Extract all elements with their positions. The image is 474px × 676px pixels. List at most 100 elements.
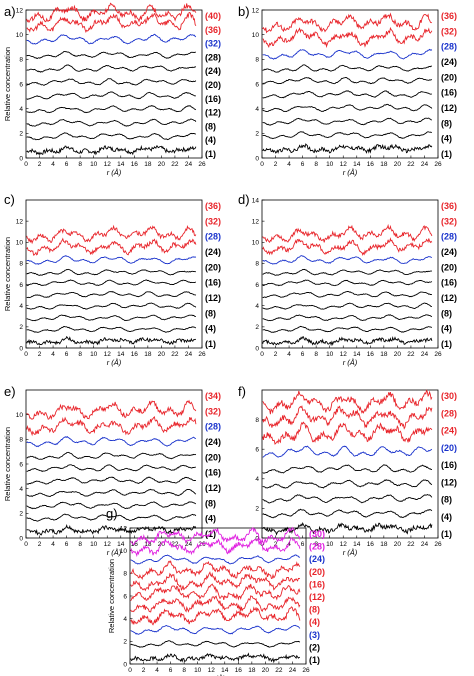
series-label: (36) xyxy=(205,25,221,35)
panel-letter: a) xyxy=(4,4,16,19)
series-line xyxy=(26,335,196,346)
series-line xyxy=(262,290,433,299)
series-line xyxy=(130,595,301,613)
series-line xyxy=(26,279,197,287)
y-tick-label: 12 xyxy=(16,7,24,14)
x-tick-label: 12 xyxy=(340,161,348,168)
y-tick-label: 4 xyxy=(255,303,259,310)
y-tick-label: 10 xyxy=(252,240,260,247)
y-tick-label: 12 xyxy=(252,7,260,14)
x-tick-label: 26 xyxy=(198,161,206,168)
series-line xyxy=(26,326,197,333)
series-line xyxy=(26,33,197,45)
x-tick-label: 16 xyxy=(367,351,375,358)
series-line xyxy=(26,435,196,448)
x-tick-label: 20 xyxy=(262,667,270,674)
series-label: (16) xyxy=(205,278,221,288)
series-label: (32) xyxy=(205,39,221,49)
series-label: (4) xyxy=(441,134,452,144)
x-tick-label: 20 xyxy=(158,541,166,548)
x-tick-label: 22 xyxy=(407,541,415,548)
series-line xyxy=(262,268,432,276)
series-line xyxy=(26,237,197,256)
y-tick-label: 8 xyxy=(255,57,259,64)
y-tick-label: 6 xyxy=(255,81,259,88)
x-tick-label: 0 xyxy=(24,351,28,358)
x-tick-label: 8 xyxy=(78,161,82,168)
y-tick-label: 4 xyxy=(255,106,259,113)
y-tick-label: 12 xyxy=(120,525,128,532)
series-label: (28) xyxy=(309,542,325,552)
x-tick-label: 6 xyxy=(301,541,305,548)
series-label: (40) xyxy=(205,11,221,21)
series-label: (8) xyxy=(205,498,216,508)
x-tick-label: 26 xyxy=(434,161,442,168)
y-tick-label: 4 xyxy=(19,486,23,493)
series-label: (4) xyxy=(205,324,216,334)
y-tick-label: 0 xyxy=(255,155,259,162)
x-axis-title: r (Å) xyxy=(107,358,122,367)
x-tick-label: 24 xyxy=(185,541,193,548)
series-label: (1) xyxy=(441,529,452,539)
series-line xyxy=(262,445,433,458)
panel-letter: e) xyxy=(4,384,16,399)
series-label: (28) xyxy=(441,42,457,52)
x-tick-label: 12 xyxy=(104,351,112,358)
series-label: (30) xyxy=(309,529,325,539)
x-tick-label: 18 xyxy=(144,351,152,358)
x-tick-label: 12 xyxy=(340,351,348,358)
series-label: (1) xyxy=(441,339,452,349)
plot-frame xyxy=(25,199,203,349)
series-line xyxy=(26,12,197,34)
y-axis-title: Relative concentration xyxy=(3,47,12,121)
series-label: (24) xyxy=(205,247,221,257)
y-tick-label: 8 xyxy=(19,437,23,444)
series-label: (8) xyxy=(205,308,216,318)
x-tick-label: 26 xyxy=(434,541,442,548)
series-line xyxy=(130,537,301,558)
series-line xyxy=(262,325,433,333)
x-tick-label: 8 xyxy=(182,667,186,674)
x-tick-label: 4 xyxy=(51,161,55,168)
series-label: (12) xyxy=(205,108,221,118)
y-tick-label: 2 xyxy=(255,131,259,138)
plot-frame xyxy=(261,9,439,159)
series-label: (8) xyxy=(441,495,452,505)
series-line xyxy=(130,624,301,635)
series-line xyxy=(26,64,197,73)
x-tick-label: 10 xyxy=(326,541,334,548)
series-label: (4) xyxy=(205,514,216,524)
y-axis-title: Relative concentration xyxy=(107,559,116,633)
series-label: (1) xyxy=(205,339,216,349)
series-label: (28) xyxy=(205,52,221,62)
series-line xyxy=(26,255,197,266)
series-line xyxy=(26,2,197,24)
x-tick-label: 2 xyxy=(274,541,278,548)
x-tick-label: 26 xyxy=(198,351,206,358)
series-line xyxy=(262,302,432,310)
series-label: (4) xyxy=(441,512,452,522)
series-line xyxy=(26,105,197,114)
y-tick-label: 4 xyxy=(19,303,23,310)
y-tick-label: 10 xyxy=(252,32,260,39)
series-line xyxy=(262,255,432,265)
series-label: (28) xyxy=(441,408,457,418)
y-tick-label: 0 xyxy=(255,345,259,352)
series-line xyxy=(262,493,433,504)
series-label: (4) xyxy=(309,617,320,627)
series-line xyxy=(26,290,197,299)
series-label: (20) xyxy=(205,80,221,90)
series-label: (8) xyxy=(441,308,452,318)
x-tick-label: 8 xyxy=(78,541,82,548)
x-tick-label: 6 xyxy=(65,541,69,548)
x-tick-label: 14 xyxy=(353,161,361,168)
y-tick-label: 2 xyxy=(19,324,23,331)
series-label: (12) xyxy=(441,293,457,303)
series-line xyxy=(262,131,432,140)
series-line xyxy=(26,523,197,536)
x-tick-label: 0 xyxy=(260,351,264,358)
